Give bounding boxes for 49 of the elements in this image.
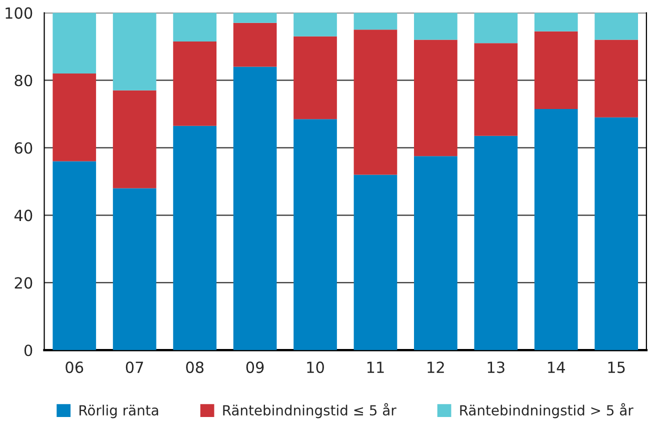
y-tick-label: 80	[14, 74, 32, 86]
bar	[173, 41, 216, 126]
y-tick-label: 100	[6, 7, 32, 19]
bar	[414, 40, 458, 156]
y-tick-label: 20	[14, 277, 32, 289]
bar	[173, 12, 216, 42]
x-tick-label: 12	[428, 362, 444, 373]
bar	[534, 31, 578, 109]
bar	[52, 12, 96, 74]
bar	[173, 126, 216, 350]
bar	[294, 119, 337, 350]
legend-label: Räntebindningstid > 5 år	[460, 403, 634, 418]
x-tick-label: 13	[488, 362, 504, 374]
x-tick-label: 10	[307, 362, 324, 374]
y-tick-label: 40	[14, 210, 32, 222]
legend-label: Rörlig ränta	[80, 404, 158, 418]
x-tick-label: 08	[186, 362, 204, 374]
bar	[534, 108, 578, 350]
bar	[233, 66, 277, 350]
bar	[233, 12, 277, 23]
bar	[52, 161, 96, 350]
bar	[354, 12, 398, 30]
x-tick-label: 07	[126, 362, 144, 374]
bar	[112, 90, 156, 188]
x-tick-label: 11	[367, 362, 384, 373]
x-tick-label: 06	[66, 362, 84, 374]
y-tick-label: 0	[24, 344, 32, 356]
bar	[474, 43, 518, 136]
bar	[474, 136, 518, 350]
bar	[294, 12, 337, 36]
bar	[354, 174, 398, 350]
bar	[414, 12, 458, 40]
bar	[354, 30, 398, 175]
bar	[112, 188, 156, 350]
bar	[534, 12, 578, 32]
x-tick-label: 15	[608, 362, 625, 374]
bar	[594, 40, 638, 118]
x-tick-label: 14	[548, 362, 565, 373]
x-tick-label: 09	[246, 362, 264, 374]
bar	[294, 36, 337, 120]
bar	[594, 117, 638, 350]
bar	[52, 74, 96, 162]
legend-label: Räntebindningstid ≤ 5 år	[223, 403, 396, 418]
bar	[594, 12, 638, 40]
bar	[233, 22, 277, 67]
bar	[414, 156, 458, 350]
y-tick-label: 60	[14, 142, 32, 154]
bar	[474, 12, 518, 44]
bar	[112, 12, 156, 90]
